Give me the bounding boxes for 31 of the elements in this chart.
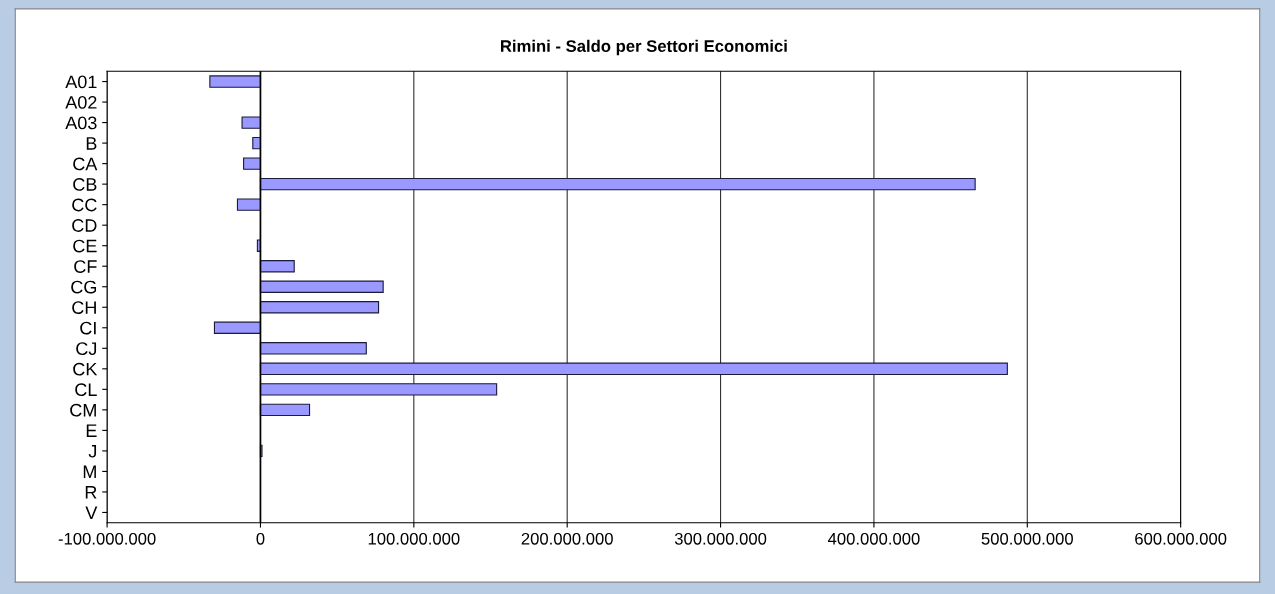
y-tick-label: CG [71, 280, 97, 294]
y-tick-label: E [86, 424, 97, 437]
y-tick-label: V [85, 506, 98, 519]
x-tick-label: -100.000.000 [58, 532, 156, 545]
chart-title: Rimini - Saldo per Settori Economici [500, 39, 787, 56]
y-tick-label: CK [73, 362, 98, 376]
x-tick-label: 600.000.000 [1135, 532, 1227, 545]
y-tick-label: CJ [76, 342, 97, 356]
y-tick-label: CL [75, 383, 97, 397]
y-tick-label: CC [72, 198, 97, 212]
y-tick-label: M [83, 465, 96, 478]
y-tick-label: B [86, 137, 97, 150]
y-tick-label: CH [72, 301, 96, 314]
x-tick-label: 300.000.000 [674, 532, 767, 545]
y-tick-label: A02 [65, 95, 97, 109]
x-tick-label: 0 [256, 532, 265, 545]
x-tick-label: 400.000.000 [827, 532, 920, 545]
y-tick-label: A01 [65, 75, 97, 89]
x-tick-label: 200.000.000 [521, 532, 613, 545]
y-tick-label: CF [74, 260, 97, 273]
y-tick-label: CI [80, 321, 96, 335]
y-tick-label: CE [73, 239, 97, 253]
y-tick-label: CD [72, 219, 97, 232]
y-tick-label: CB [73, 178, 97, 191]
y-tick-label: R [85, 486, 97, 499]
x-tick-label: 100.000.000 [368, 532, 460, 545]
y-tick-label: A03 [65, 116, 97, 130]
x-tick-label: 500.000.000 [981, 532, 1073, 545]
y-tick-label: CM [70, 403, 96, 417]
y-tick-label: CA [73, 157, 98, 171]
y-tick-label: J [88, 445, 97, 458]
